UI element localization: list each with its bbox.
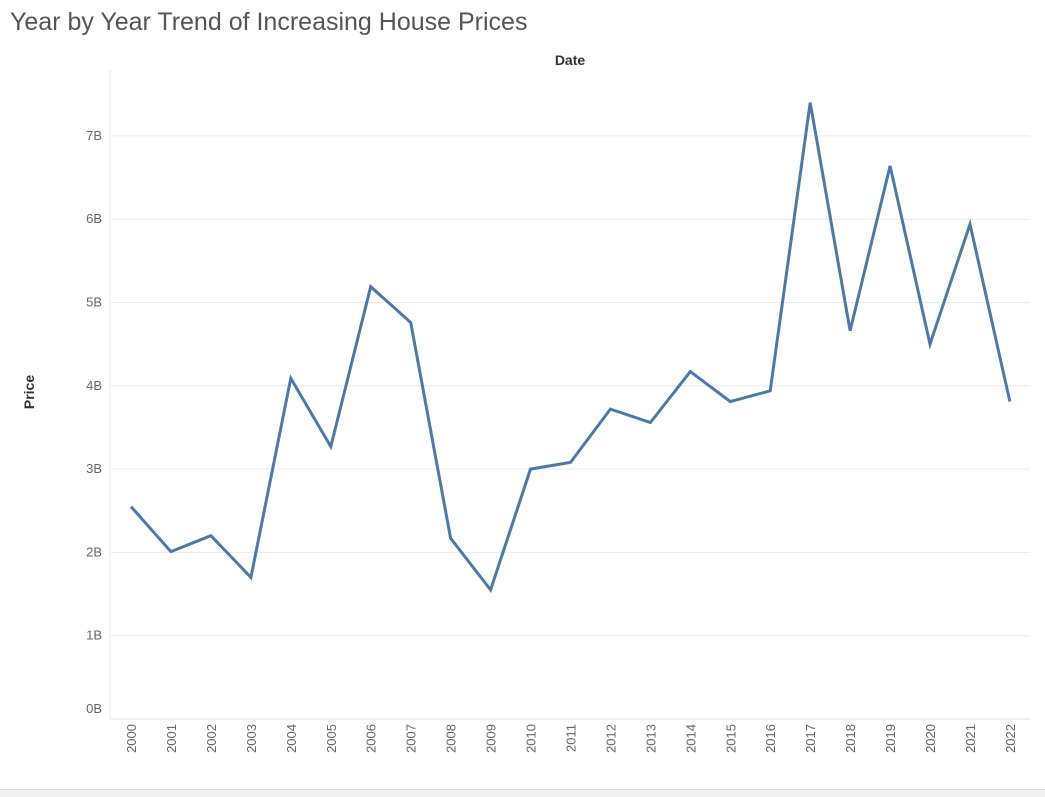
series-layer: [126, 98, 1015, 595]
x-tick-label: 2019: [883, 724, 898, 753]
x-tick-label: 2015: [723, 724, 738, 753]
data-point[interactable]: [246, 572, 256, 582]
x-tick-label: 2018: [843, 724, 858, 753]
x-tick-label: 2011: [563, 724, 578, 752]
x-tick-label: 2020: [923, 724, 938, 753]
chart-title: Year by Year Trend of Increasing House P…: [10, 8, 528, 36]
x-tick-label: 2013: [643, 724, 658, 753]
x-tick-label: 2006: [364, 724, 379, 753]
x-axis-header: Date: [554, 52, 586, 68]
data-point[interactable]: [486, 585, 496, 595]
data-point[interactable]: [725, 397, 735, 407]
data-point[interactable]: [685, 367, 695, 377]
x-tick-label: 2004: [284, 724, 299, 753]
data-point[interactable]: [126, 502, 136, 512]
data-point[interactable]: [805, 98, 815, 108]
y-tick-label: 1B: [86, 628, 102, 643]
data-point[interactable]: [845, 326, 855, 336]
x-tick-label: 2000: [124, 724, 139, 753]
y-tick-label: 6B: [86, 211, 102, 226]
horizontal-scrollbar[interactable]: [0, 789, 1045, 797]
x-tick-label: 2014: [683, 724, 698, 753]
data-point[interactable]: [206, 531, 216, 541]
data-point[interactable]: [286, 373, 296, 383]
data-point[interactable]: [605, 404, 615, 414]
x-tick-label: 2017: [803, 724, 818, 753]
data-point[interactable]: [885, 161, 895, 171]
data-point[interactable]: [645, 417, 655, 427]
x-tick-label: 2002: [204, 724, 219, 753]
data-point[interactable]: [526, 464, 536, 474]
data-point[interactable]: [406, 317, 416, 327]
data-point[interactable]: [765, 386, 775, 396]
x-tick-label: 2001: [164, 724, 179, 753]
gridlines: [110, 135, 1030, 637]
x-tick-label: 2016: [763, 724, 778, 753]
x-tick-label: 2008: [444, 724, 459, 753]
x-tick-label: 2010: [524, 724, 539, 753]
x-tick-label: 2005: [324, 724, 339, 753]
x-tick-label: 2009: [484, 724, 499, 753]
x-tick-label: 2007: [404, 724, 419, 753]
x-tick-labels: 2000 2001 2002 2003 2004 2005 2006 2007 2008 2009…: [124, 724, 1018, 753]
series-line: [129, 102, 1012, 594]
data-point[interactable]: [1005, 397, 1015, 407]
x-tick-label: 2022: [1003, 724, 1018, 753]
y-tick-label: 3B: [86, 461, 102, 476]
y-tick-label: 2B: [86, 544, 102, 559]
y-tick-label: 4B: [86, 378, 102, 393]
data-point[interactable]: [965, 219, 975, 229]
data-point[interactable]: [166, 547, 176, 557]
axis: [109, 70, 1030, 720]
data-point[interactable]: [925, 339, 935, 349]
x-tick-label: 2012: [603, 724, 618, 753]
x-tick-label: 2021: [963, 724, 978, 753]
y-tick-labels: 0B 1B 2B 3B 4B 5B 6B 7B: [86, 128, 102, 716]
x-tick-label: 2003: [244, 724, 259, 753]
data-point[interactable]: [446, 533, 456, 543]
y-tick-label: 7B: [86, 128, 102, 143]
data-point[interactable]: [326, 442, 336, 452]
data-point[interactable]: [565, 457, 575, 467]
data-point[interactable]: [366, 282, 376, 292]
y-tick-label: 5B: [86, 295, 102, 310]
y-tick-label: 0B: [86, 701, 102, 716]
